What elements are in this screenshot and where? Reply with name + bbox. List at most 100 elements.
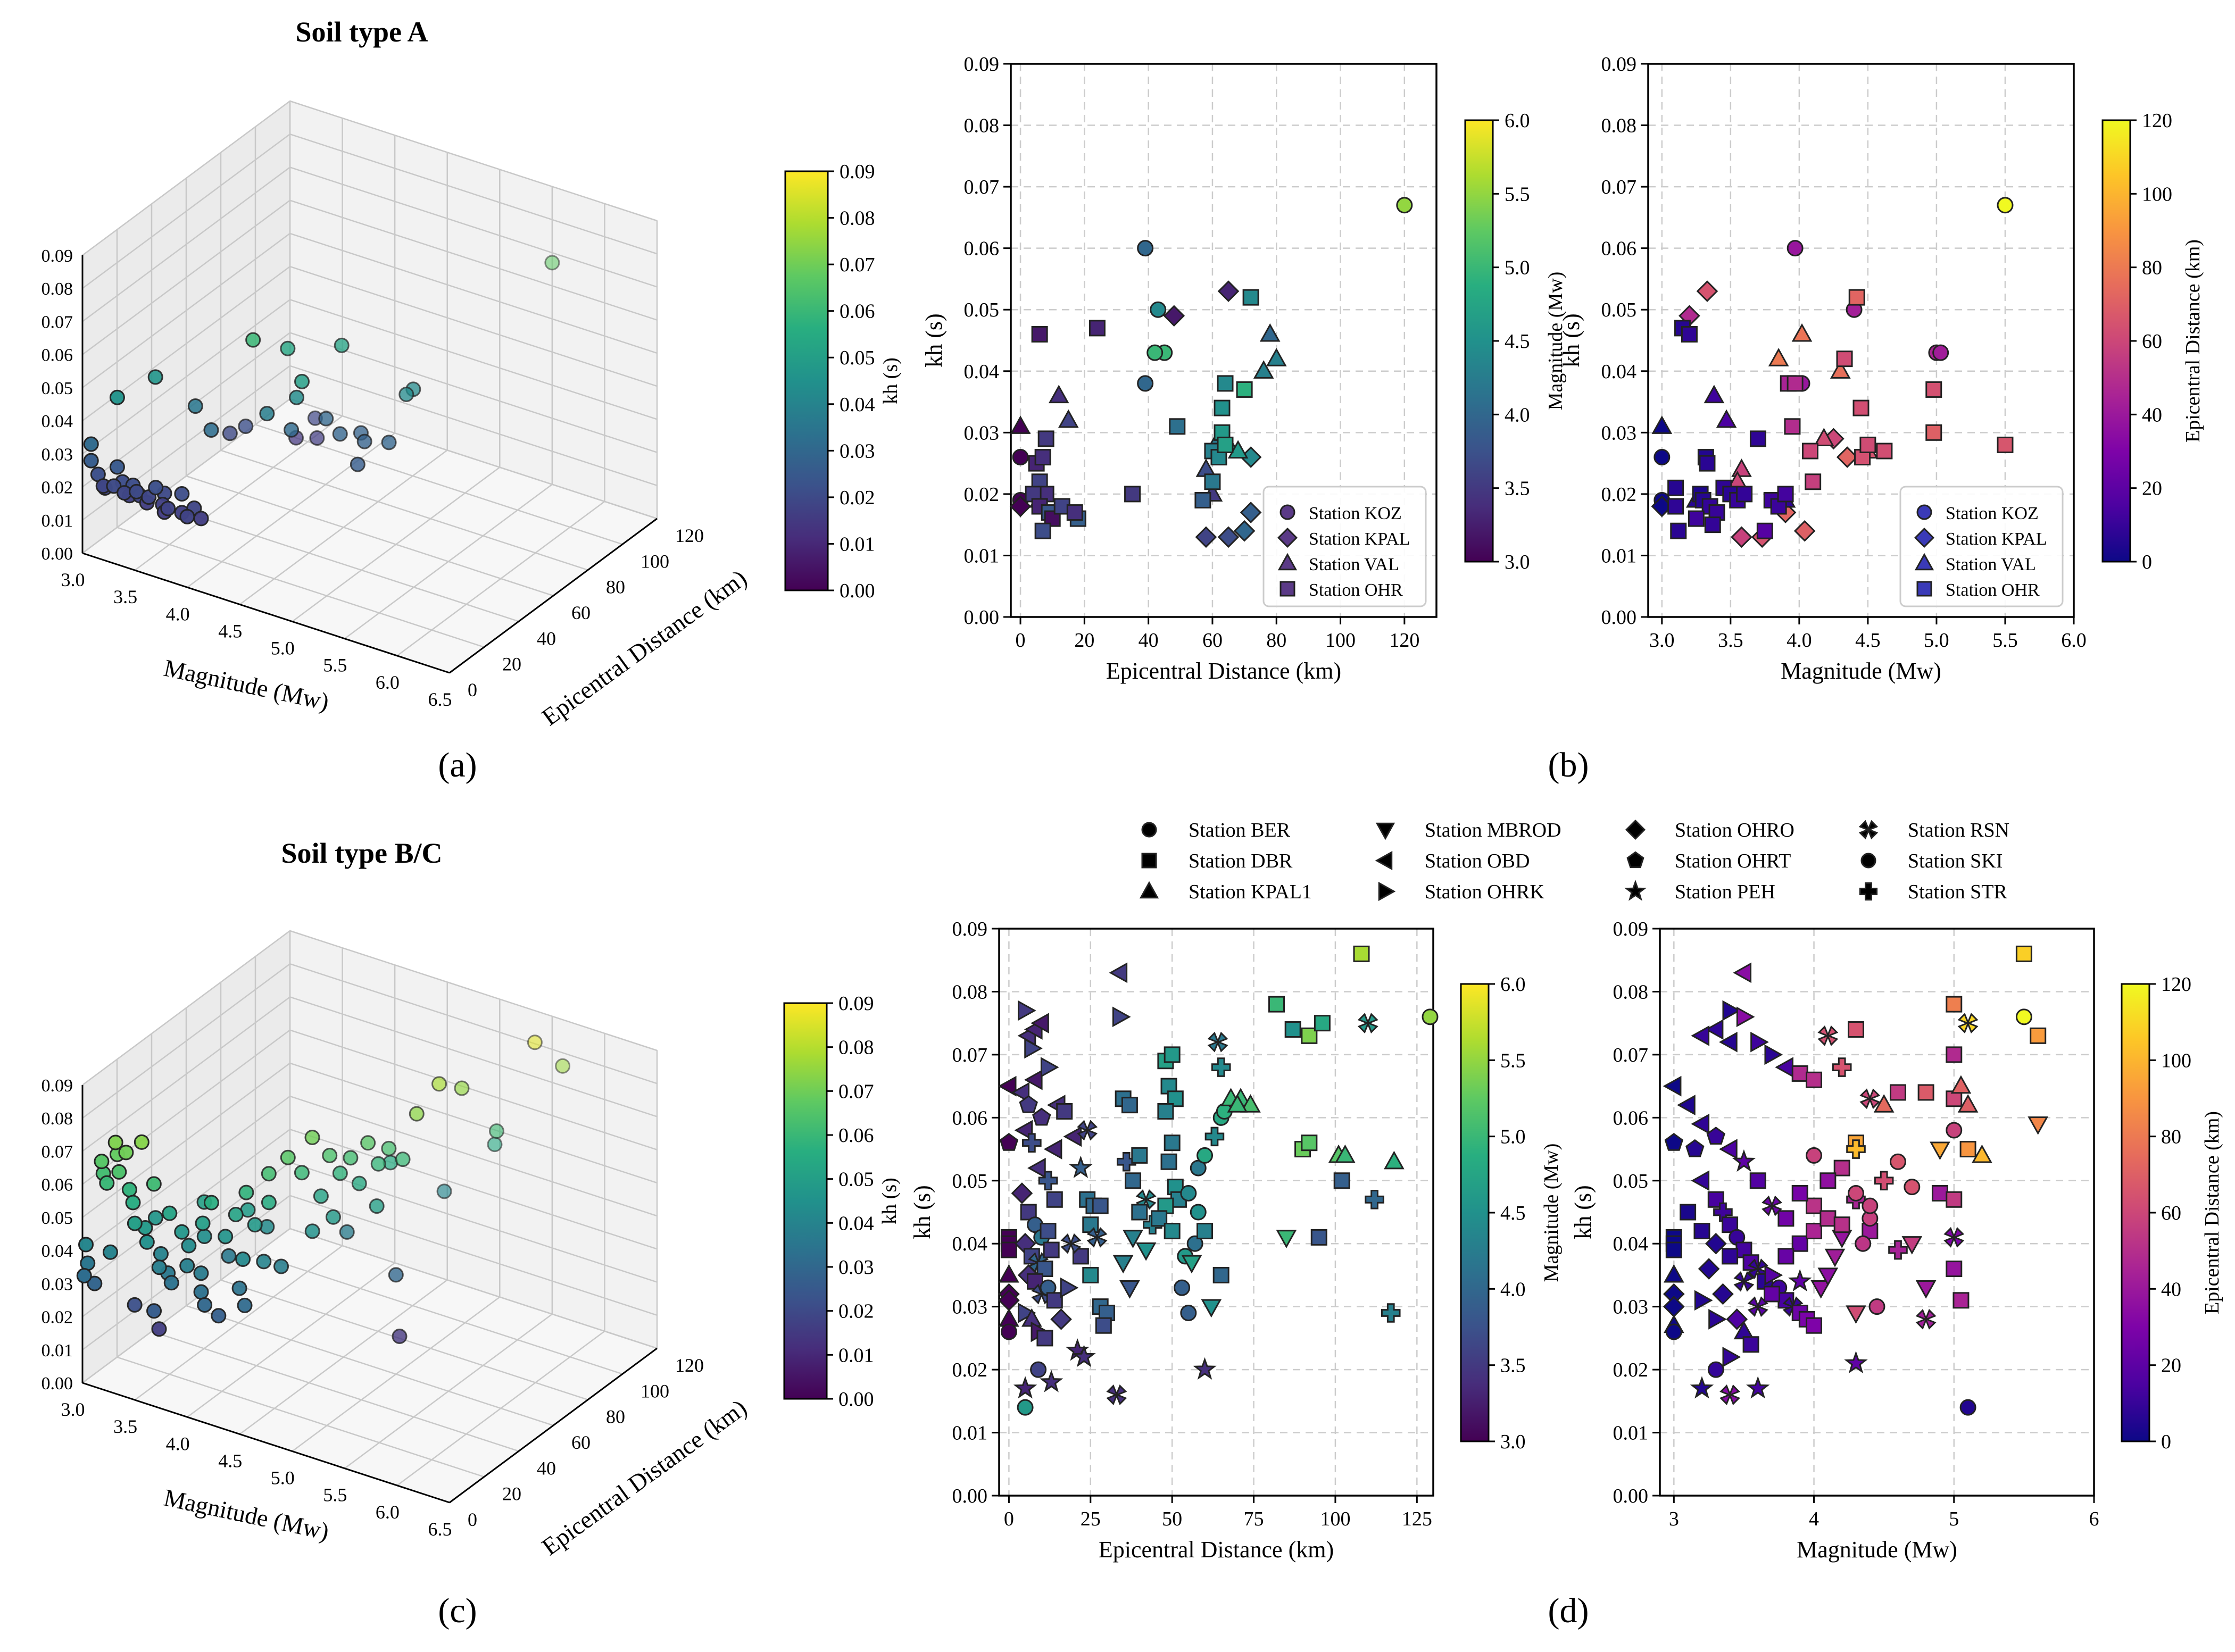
data-point bbox=[1846, 1305, 1866, 1324]
data-point bbox=[280, 340, 296, 356]
data-point bbox=[1077, 1120, 1098, 1141]
data-point bbox=[160, 500, 176, 516]
z-gridline bbox=[289, 332, 658, 453]
data-point bbox=[1876, 443, 1893, 460]
data-point bbox=[1013, 1376, 1037, 1399]
panel-d-legend: Station BER Station DBR Station KPAL1 Stati… bbox=[1139, 819, 2009, 903]
data-point bbox=[1197, 1147, 1214, 1164]
data-point bbox=[1000, 1241, 1017, 1258]
data-point bbox=[1848, 1184, 1865, 1202]
data-point bbox=[304, 1129, 320, 1145]
z-tick-label: 0.09 bbox=[41, 246, 73, 266]
colorbar-tick-label: 0.03 bbox=[840, 440, 875, 462]
data-point bbox=[1038, 1171, 1058, 1191]
data-point bbox=[294, 373, 310, 389]
data-point bbox=[2030, 1027, 2047, 1044]
data-point bbox=[1777, 1248, 1794, 1265]
colorbar bbox=[1460, 983, 1490, 1442]
data-point bbox=[1819, 1210, 1837, 1227]
data-point bbox=[370, 1156, 386, 1172]
data-point bbox=[1889, 1084, 1906, 1101]
y-axis-line bbox=[449, 518, 658, 674]
data-point bbox=[1667, 479, 1684, 496]
y-tick-label: 0.04 bbox=[1601, 361, 1637, 383]
data-point bbox=[87, 1275, 103, 1291]
y-tick-label: 0.00 bbox=[1601, 606, 1637, 629]
data-point bbox=[1746, 1376, 1770, 1399]
data-point bbox=[83, 436, 99, 452]
data-point bbox=[1817, 1025, 1839, 1046]
z-gridline bbox=[289, 199, 658, 321]
data-point bbox=[1204, 1127, 1225, 1147]
z-gridline bbox=[289, 1162, 658, 1283]
colorbar-label: Magnitude (Mw) bbox=[1540, 1144, 1563, 1282]
data-point bbox=[998, 1075, 1017, 1097]
data-point bbox=[203, 422, 219, 438]
data-point bbox=[1833, 1216, 1850, 1233]
x-tick-label: 25 bbox=[1081, 1508, 1101, 1530]
x-tick-label: 50 bbox=[1162, 1508, 1182, 1530]
colorbar bbox=[784, 170, 829, 591]
x-tick-label: 4.5 bbox=[218, 620, 242, 641]
data-point bbox=[339, 1224, 355, 1240]
colorbar-label: Magnitude (Mw) bbox=[1544, 272, 1567, 411]
data-point bbox=[1930, 1141, 1950, 1161]
data-point bbox=[181, 1238, 197, 1254]
data-point bbox=[107, 1134, 123, 1150]
legend-marker bbox=[1625, 819, 1646, 840]
data-point bbox=[1063, 1126, 1082, 1147]
data-point bbox=[1946, 1046, 1963, 1063]
data-point bbox=[1032, 1107, 1051, 1126]
z-gridline bbox=[82, 199, 290, 355]
x-tick-label: 4.0 bbox=[166, 603, 190, 624]
data-point bbox=[222, 425, 238, 441]
z-tick-label: 0.01 bbox=[41, 511, 73, 531]
colorbar-tick-label: 5.5 bbox=[1505, 183, 1530, 205]
data-point bbox=[1788, 1269, 1812, 1292]
data-point bbox=[1137, 375, 1154, 392]
data-point bbox=[146, 1176, 162, 1192]
colorbar-tick-label: 0.06 bbox=[838, 1124, 874, 1147]
data-point bbox=[1089, 320, 1106, 337]
legend-label: Station OHR bbox=[1309, 580, 1403, 600]
data-point bbox=[332, 1165, 348, 1181]
data-point bbox=[1805, 473, 1822, 490]
data-point bbox=[527, 1034, 543, 1050]
x-tick-label: 5.5 bbox=[1992, 629, 2018, 652]
data-point bbox=[325, 1209, 341, 1225]
data-point bbox=[109, 389, 125, 405]
x-tick-label: 5.0 bbox=[271, 1467, 295, 1489]
data-point bbox=[1670, 522, 1687, 539]
data-point bbox=[1946, 1090, 1963, 1107]
data-point bbox=[1777, 486, 1794, 503]
data-point bbox=[1253, 360, 1274, 379]
data-point bbox=[1193, 1357, 1217, 1380]
data-point bbox=[1236, 381, 1253, 398]
x-axis-line bbox=[82, 1382, 450, 1504]
data-point bbox=[1716, 409, 1737, 428]
z-gridline bbox=[289, 1228, 658, 1349]
data-point bbox=[1031, 1013, 1049, 1034]
data-point bbox=[313, 1188, 329, 1204]
legend-label: Station PEH bbox=[1675, 881, 1775, 903]
data-point bbox=[1284, 1021, 1301, 1038]
y-tick-label: 0.02 bbox=[1601, 483, 1637, 506]
colorbar-tick-label: 0 bbox=[2142, 551, 2152, 573]
legend-label: Station OHRK bbox=[1425, 881, 1544, 903]
z-gridline bbox=[82, 398, 290, 554]
z-tick-label: 0.02 bbox=[41, 478, 73, 498]
data-point bbox=[1691, 1025, 1710, 1046]
data-point bbox=[1704, 385, 1725, 404]
legend-label: Station KPAL1 bbox=[1189, 881, 1312, 903]
data-point bbox=[1112, 1006, 1131, 1028]
data-point bbox=[197, 1297, 213, 1313]
data-point bbox=[1024, 1069, 1043, 1090]
data-point bbox=[1056, 1103, 1073, 1120]
data-point bbox=[1791, 1184, 1808, 1202]
chart-title: Soil type B/C bbox=[281, 837, 442, 869]
y-axis-label: kh (s) bbox=[1570, 1185, 1596, 1239]
data-point bbox=[1190, 1204, 1207, 1221]
data-point bbox=[1901, 1236, 1923, 1255]
legend-label: Station KOZ bbox=[1309, 504, 1402, 523]
